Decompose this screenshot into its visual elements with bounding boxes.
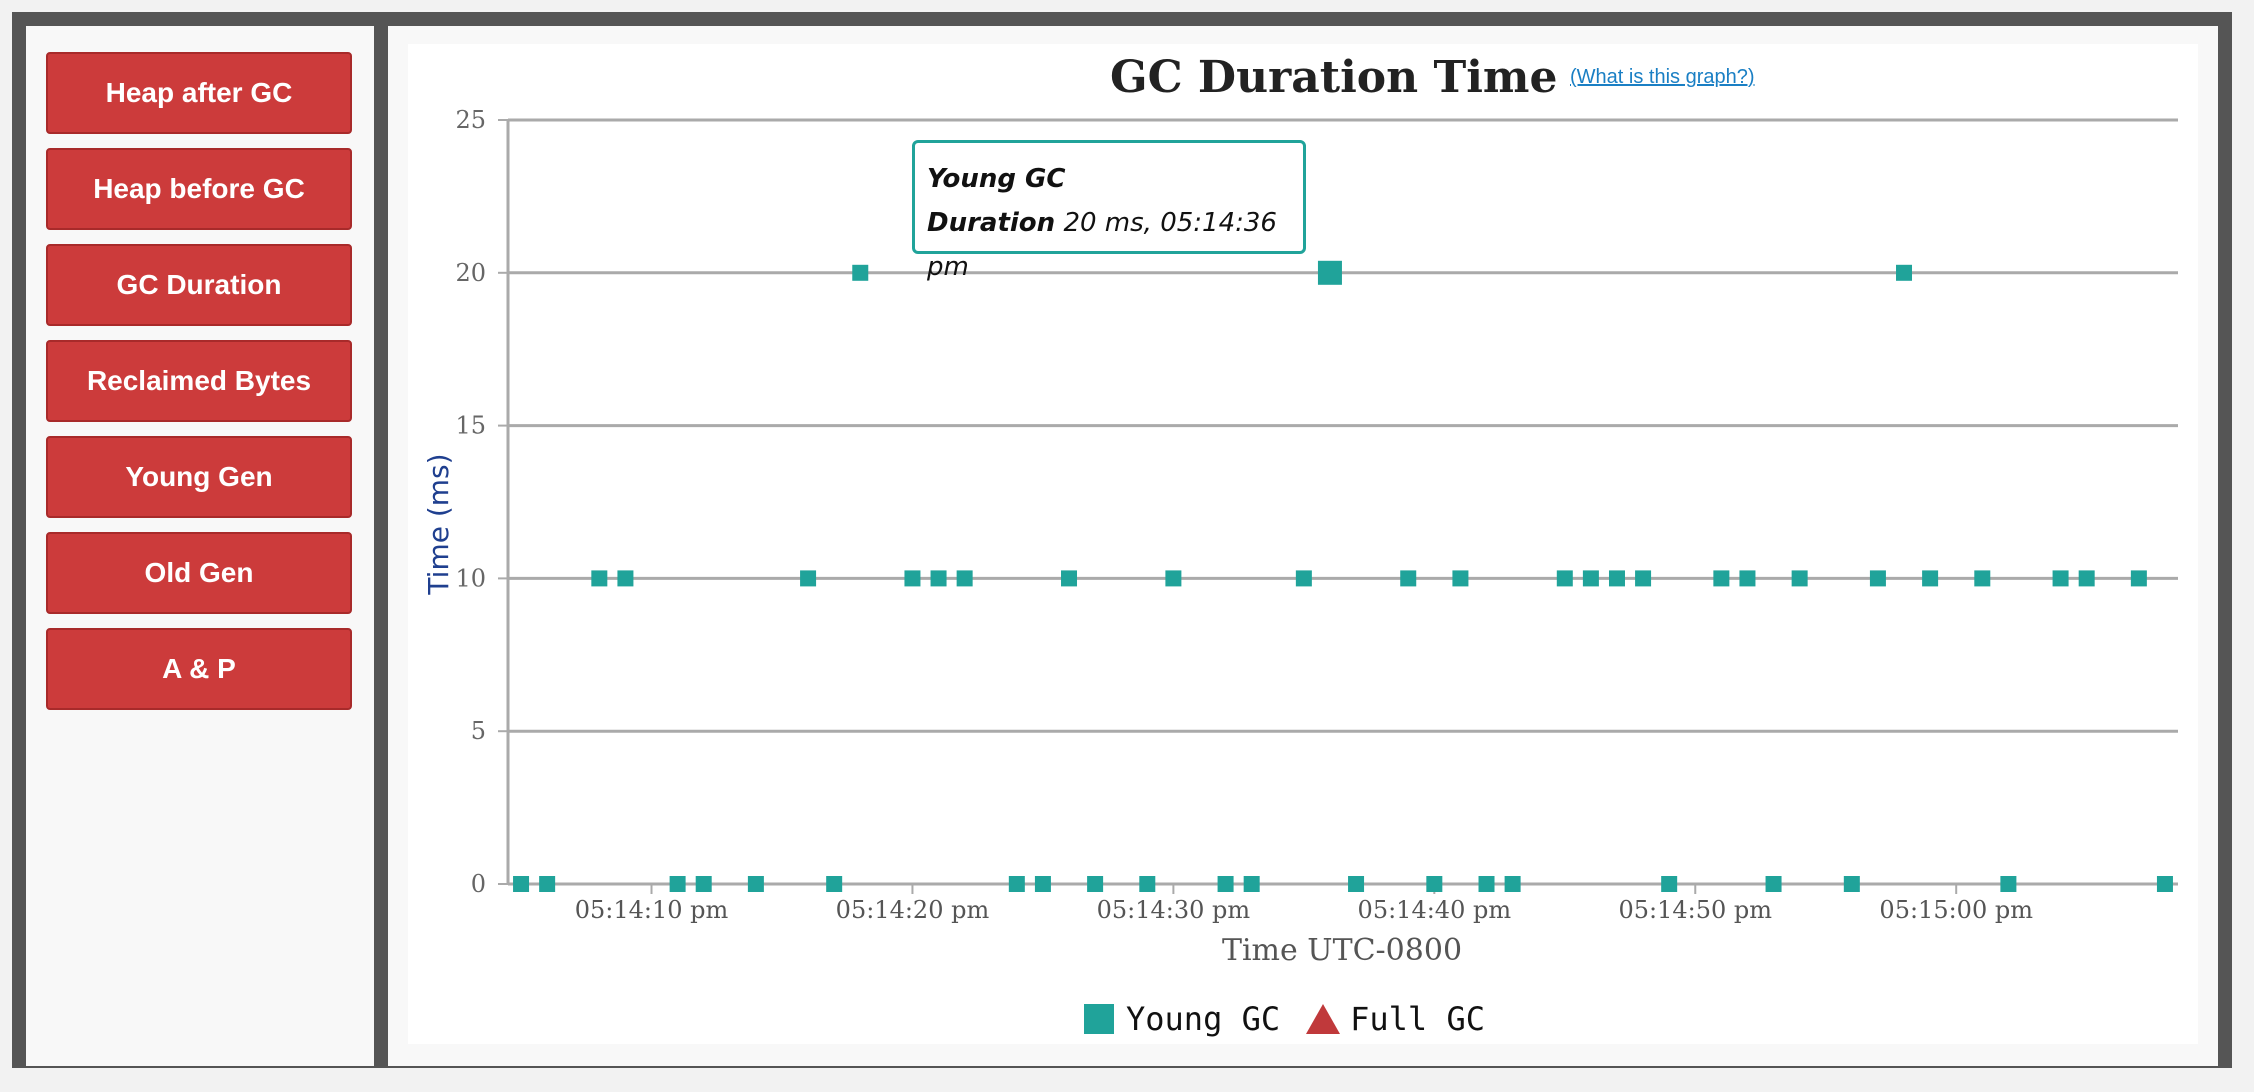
young-gc-point[interactable] bbox=[1348, 876, 1365, 892]
young-gc-point[interactable] bbox=[513, 876, 530, 892]
young-gc-point[interactable] bbox=[1739, 570, 1756, 587]
x-tick-label: 05:14:40 pm bbox=[1358, 896, 1512, 924]
young-gc-point[interactable] bbox=[1608, 570, 1625, 587]
y-tick-label: 0 bbox=[471, 870, 486, 898]
young-gc-point[interactable] bbox=[826, 876, 843, 892]
young-gc-point[interactable] bbox=[1400, 570, 1417, 587]
tooltip-label: Duration bbox=[927, 208, 1056, 238]
tooltip-value: 20 ms, 05:14:36 pm bbox=[927, 208, 1277, 282]
young-gc-point[interactable] bbox=[2156, 876, 2173, 892]
tooltip-series: Young GC bbox=[927, 164, 1066, 194]
axis-layer: 0 5 10 15 20 25 05:14:10 pm 05:14:20 pm 05:14:30… bbox=[455, 106, 2033, 924]
y-tick-label: 25 bbox=[455, 106, 486, 134]
young-gc-point[interactable] bbox=[591, 570, 608, 587]
young-gc-point[interactable] bbox=[1635, 570, 1652, 587]
young-gc-point[interactable] bbox=[669, 876, 686, 892]
young-gc-point[interactable] bbox=[617, 570, 634, 587]
young-gc-point[interactable] bbox=[1582, 570, 1599, 587]
x-tick-label: 05:14:50 pm bbox=[1618, 896, 1772, 924]
young-gc-point[interactable] bbox=[539, 876, 556, 892]
young-gc-point[interactable] bbox=[1556, 570, 1573, 587]
x-tick-label: 05:15:00 pm bbox=[1879, 896, 2033, 924]
young-gc-point[interactable] bbox=[1478, 876, 1495, 892]
young-gc-point[interactable] bbox=[1139, 876, 1156, 892]
young-gc-point[interactable] bbox=[1896, 264, 1913, 281]
young-gc-point[interactable] bbox=[2130, 570, 2147, 587]
young-gc-point[interactable] bbox=[1765, 876, 1782, 892]
young-gc-point[interactable] bbox=[800, 570, 817, 587]
young-gc-point[interactable] bbox=[747, 876, 764, 892]
young-gc-point[interactable] bbox=[1869, 570, 1886, 587]
points-layer bbox=[513, 260, 2173, 892]
x-tick-label: 05:14:30 pm bbox=[1097, 896, 1251, 924]
tooltip: Young GC Duration 20 ms, 05:14:36 pm bbox=[912, 140, 1306, 282]
young-gc-point[interactable] bbox=[2000, 876, 2017, 892]
young-gc-point[interactable] bbox=[1974, 570, 1991, 587]
x-axis-label: Time UTC-0800 bbox=[1222, 933, 1462, 968]
chart-title: GC Duration Time bbox=[1110, 52, 1558, 103]
x-tick-label: 05:14:10 pm bbox=[575, 896, 729, 924]
young-gc-point[interactable] bbox=[1008, 876, 1025, 892]
young-gc-point[interactable] bbox=[1504, 876, 1521, 892]
young-gc-point[interactable] bbox=[1034, 876, 1051, 892]
sidebar: Heap after GC Heap before GC GC Duration… bbox=[26, 26, 374, 1066]
young-gc-point[interactable] bbox=[1426, 876, 1443, 892]
young-gc-point[interactable] bbox=[904, 570, 921, 587]
old-gen-button[interactable]: Old Gen bbox=[46, 532, 352, 614]
young-gc-point[interactable] bbox=[1165, 570, 1182, 587]
young-gc-point[interactable] bbox=[1217, 876, 1234, 892]
young-gc-point[interactable] bbox=[1713, 570, 1730, 587]
y-axis-label: Time (ms) bbox=[422, 453, 455, 595]
y-tick-label: 5 bbox=[471, 717, 486, 745]
young-gc-point[interactable] bbox=[2052, 570, 2069, 587]
heap-after-gc-button[interactable]: Heap after GC bbox=[46, 52, 352, 134]
young-gc-point-highlighted[interactable] bbox=[1317, 260, 1342, 285]
heap-before-gc-button[interactable]: Heap before GC bbox=[46, 148, 352, 230]
young-gc-point[interactable] bbox=[930, 570, 947, 587]
young-gc-point[interactable] bbox=[1922, 570, 1939, 587]
young-gc-point[interactable] bbox=[1295, 570, 1312, 587]
young-gen-button[interactable]: Young Gen bbox=[46, 436, 352, 518]
y-tick-label: 15 bbox=[455, 412, 486, 440]
legend-item-young-gc[interactable]: Young GC bbox=[1084, 1000, 1280, 1038]
legend-young-gc-label: Young GC bbox=[1126, 1000, 1281, 1038]
what-is-this-graph-link[interactable]: (What is this graph?) bbox=[1570, 66, 1755, 88]
legend-full-gc-label: Full GC bbox=[1350, 1000, 1485, 1038]
young-gc-point[interactable] bbox=[2078, 570, 2095, 587]
young-gc-point[interactable] bbox=[852, 264, 869, 281]
young-gc-point[interactable] bbox=[1243, 876, 1260, 892]
y-tick-label: 10 bbox=[455, 564, 486, 592]
reclaimed-bytes-button[interactable]: Reclaimed Bytes bbox=[46, 340, 352, 422]
young-gc-point[interactable] bbox=[1843, 876, 1860, 892]
young-gc-square-icon bbox=[1084, 1004, 1114, 1034]
full-gc-triangle-icon bbox=[1306, 1004, 1341, 1034]
gc-duration-button[interactable]: GC Duration bbox=[46, 244, 352, 326]
x-tick-label: 05:14:20 pm bbox=[836, 896, 990, 924]
grid-layer bbox=[508, 118, 2178, 886]
young-gc-point[interactable] bbox=[695, 876, 712, 892]
young-gc-point[interactable] bbox=[1791, 570, 1808, 587]
young-gc-point[interactable] bbox=[1087, 876, 1104, 892]
y-tick-label: 20 bbox=[455, 259, 486, 287]
young-gc-point[interactable] bbox=[1661, 876, 1678, 892]
legend-item-full-gc[interactable]: Full GC bbox=[1306, 1000, 1485, 1038]
legend: Young GC Full GC bbox=[1084, 1000, 1511, 1038]
young-gc-point[interactable] bbox=[1061, 570, 1078, 587]
a-and-p-button[interactable]: A & P bbox=[46, 628, 352, 710]
young-gc-point[interactable] bbox=[1452, 570, 1469, 587]
young-gc-point[interactable] bbox=[956, 570, 973, 587]
